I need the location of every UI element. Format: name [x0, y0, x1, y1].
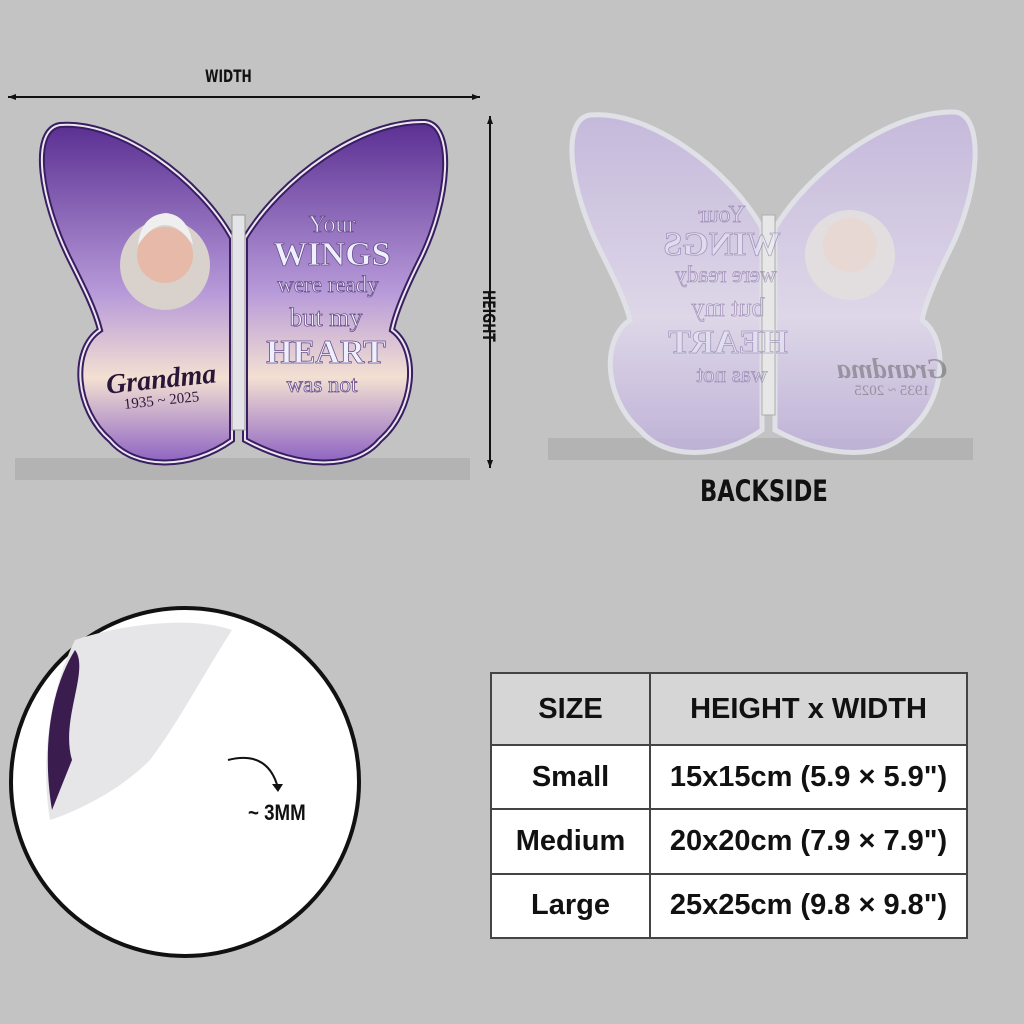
thickness-detail: [9, 606, 361, 958]
quote-line: but my: [290, 303, 363, 332]
hinge: [231, 214, 246, 431]
shadow: [548, 438, 973, 460]
table-row: Medium 20x20cm (7.9 × 7.9"): [490, 808, 968, 875]
dims-cell: 25x25cm (9.8 × 9.8"): [649, 872, 968, 940]
height-arrow: [487, 116, 493, 468]
quote-line: were ready: [277, 272, 379, 297]
butterfly-back: [572, 112, 975, 453]
size-cell: Large: [490, 872, 651, 940]
header-dimensions: HEIGHT x WIDTH: [649, 672, 968, 746]
thickness-label: ~ 3MM: [248, 800, 306, 825]
quote-line: Your: [309, 212, 356, 238]
mirrored-text: Your WINGS were ready but my HEART was n…: [663, 202, 947, 399]
width-arrow: [8, 94, 480, 100]
size-cell: Medium: [490, 808, 651, 875]
quote-line: WINGS: [273, 236, 390, 273]
table-header-row: SIZE HEIGHT x WIDTH: [490, 672, 968, 746]
backside-label: BACKSIDE: [700, 474, 828, 508]
svg-text:WINGS: WINGS: [663, 226, 780, 263]
svg-text:were ready: were ready: [675, 262, 777, 287]
dims-cell: 15x15cm (5.9 × 5.9"): [649, 743, 968, 811]
quote-line: HEART: [266, 334, 386, 371]
svg-text:1935 ~ 2025: 1935 ~ 2025: [854, 383, 930, 399]
svg-text:HEART: HEART: [668, 324, 788, 361]
dims-cell: 20x20cm (7.9 × 7.9"): [649, 808, 968, 875]
header-size: SIZE: [490, 672, 651, 746]
arrow-icon: [227, 756, 279, 789]
butterfly-front: Grandma 1935 ~ 2025 Your WINGS were read…: [42, 122, 445, 463]
width-label: WIDTH: [205, 67, 252, 87]
svg-text:Grandma: Grandma: [837, 354, 947, 385]
table-row: Large 25x25cm (9.8 × 9.8"): [490, 872, 968, 940]
memorial-years: 1935 ~ 2025: [123, 389, 200, 413]
shadow: [15, 458, 470, 480]
quote-line: was not: [287, 372, 359, 397]
svg-text:Your: Your: [699, 202, 746, 228]
size-table: SIZE HEIGHT x WIDTH Small 15x15cm (5.9 ×…: [490, 672, 968, 940]
svg-text:but my: but my: [692, 293, 765, 322]
size-cell: Small: [490, 743, 651, 811]
table-row: Small 15x15cm (5.9 × 5.9"): [490, 743, 968, 811]
svg-text:was not: was not: [696, 362, 768, 387]
